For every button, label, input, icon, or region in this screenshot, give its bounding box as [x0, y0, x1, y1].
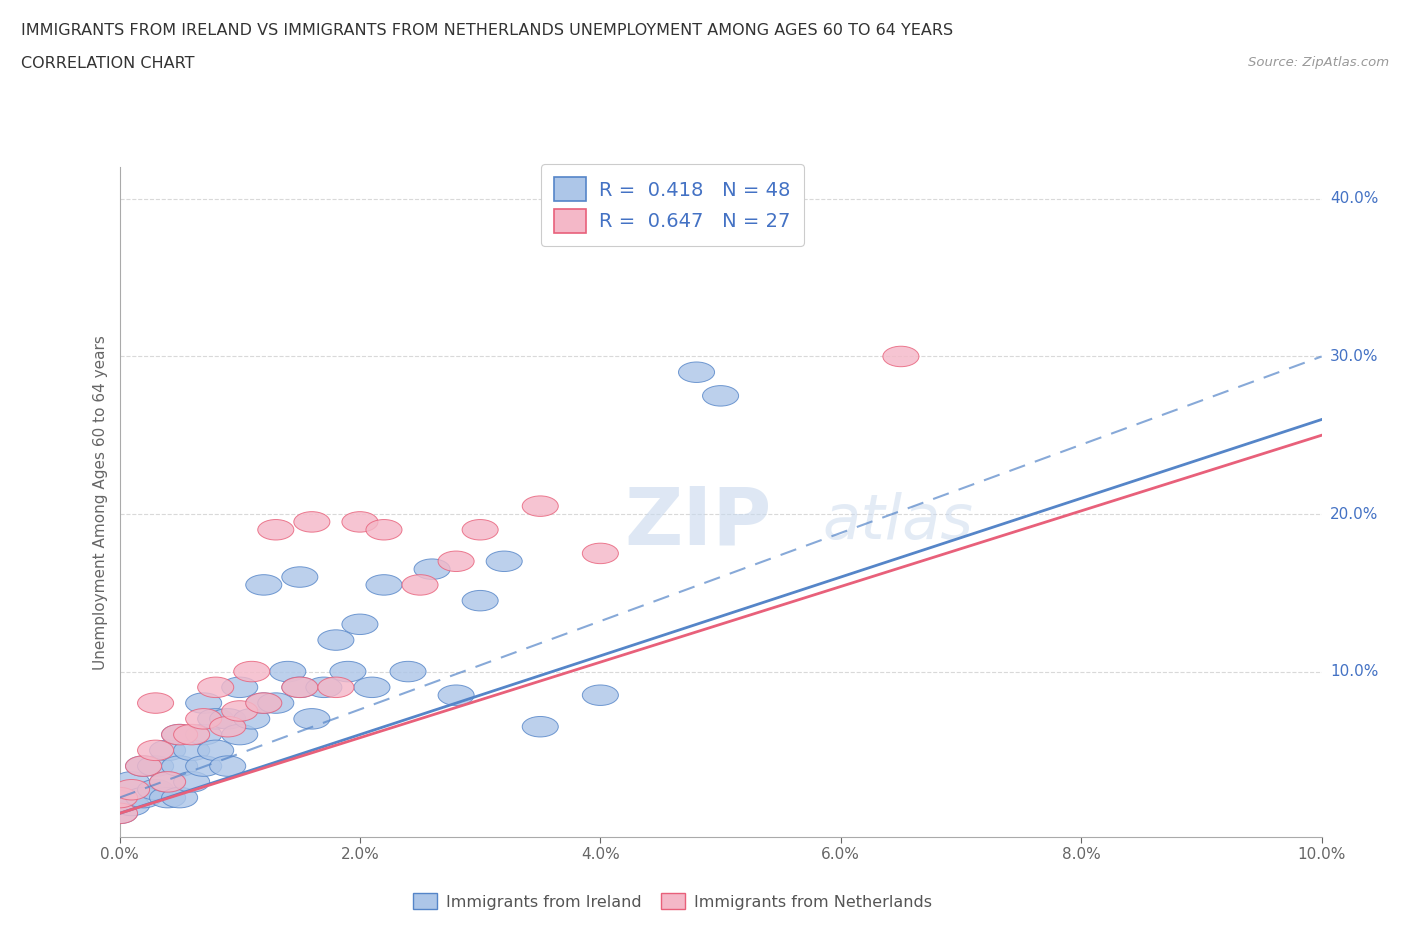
- Ellipse shape: [173, 740, 209, 761]
- Ellipse shape: [463, 520, 498, 540]
- Ellipse shape: [307, 677, 342, 698]
- Ellipse shape: [149, 788, 186, 808]
- Ellipse shape: [439, 551, 474, 572]
- Ellipse shape: [522, 716, 558, 737]
- Ellipse shape: [222, 677, 257, 698]
- Ellipse shape: [294, 512, 330, 532]
- Text: IMMIGRANTS FROM IRELAND VS IMMIGRANTS FROM NETHERLANDS UNEMPLOYMENT AMONG AGES 6: IMMIGRANTS FROM IRELAND VS IMMIGRANTS FR…: [21, 23, 953, 38]
- Ellipse shape: [257, 693, 294, 713]
- Text: ZIP: ZIP: [624, 484, 772, 562]
- Ellipse shape: [281, 677, 318, 698]
- Ellipse shape: [209, 716, 246, 737]
- Ellipse shape: [186, 756, 222, 777]
- Text: atlas: atlas: [823, 492, 974, 552]
- Ellipse shape: [233, 709, 270, 729]
- Ellipse shape: [679, 362, 714, 382]
- Ellipse shape: [138, 693, 173, 713]
- Y-axis label: Unemployment Among Ages 60 to 64 years: Unemployment Among Ages 60 to 64 years: [93, 335, 108, 670]
- Ellipse shape: [486, 551, 522, 572]
- Ellipse shape: [209, 756, 246, 777]
- Ellipse shape: [162, 756, 198, 777]
- Ellipse shape: [354, 677, 389, 698]
- Ellipse shape: [101, 804, 138, 824]
- Ellipse shape: [222, 724, 257, 745]
- Ellipse shape: [186, 724, 222, 745]
- Ellipse shape: [101, 788, 138, 808]
- Ellipse shape: [342, 614, 378, 634]
- Ellipse shape: [198, 709, 233, 729]
- Ellipse shape: [366, 575, 402, 595]
- Ellipse shape: [138, 740, 173, 761]
- Ellipse shape: [209, 709, 246, 729]
- Ellipse shape: [342, 512, 378, 532]
- Ellipse shape: [246, 693, 281, 713]
- Text: 20.0%: 20.0%: [1330, 507, 1378, 522]
- Ellipse shape: [125, 756, 162, 777]
- Text: Source: ZipAtlas.com: Source: ZipAtlas.com: [1249, 56, 1389, 69]
- Ellipse shape: [125, 788, 162, 808]
- Text: 40.0%: 40.0%: [1330, 192, 1378, 206]
- Ellipse shape: [186, 693, 222, 713]
- Ellipse shape: [222, 700, 257, 721]
- Ellipse shape: [114, 795, 149, 816]
- Ellipse shape: [149, 772, 186, 792]
- Ellipse shape: [270, 661, 307, 682]
- Text: CORRELATION CHART: CORRELATION CHART: [21, 56, 194, 71]
- Ellipse shape: [281, 677, 318, 698]
- Ellipse shape: [162, 724, 198, 745]
- Ellipse shape: [114, 772, 149, 792]
- Ellipse shape: [149, 772, 186, 792]
- Ellipse shape: [173, 772, 209, 792]
- Ellipse shape: [114, 779, 149, 800]
- Ellipse shape: [582, 543, 619, 564]
- Ellipse shape: [294, 709, 330, 729]
- Ellipse shape: [149, 740, 186, 761]
- Ellipse shape: [186, 709, 222, 729]
- Ellipse shape: [330, 661, 366, 682]
- Ellipse shape: [198, 677, 233, 698]
- Ellipse shape: [522, 496, 558, 516]
- Ellipse shape: [463, 591, 498, 611]
- Ellipse shape: [318, 630, 354, 650]
- Ellipse shape: [703, 386, 738, 406]
- Ellipse shape: [246, 575, 281, 595]
- Ellipse shape: [198, 740, 233, 761]
- Text: 10.0%: 10.0%: [1330, 664, 1378, 679]
- Ellipse shape: [402, 575, 439, 595]
- Text: 30.0%: 30.0%: [1330, 349, 1378, 364]
- Ellipse shape: [233, 661, 270, 682]
- Ellipse shape: [257, 520, 294, 540]
- Ellipse shape: [162, 724, 198, 745]
- Ellipse shape: [173, 724, 209, 745]
- Ellipse shape: [413, 559, 450, 579]
- Ellipse shape: [138, 756, 173, 777]
- Ellipse shape: [439, 685, 474, 706]
- Ellipse shape: [138, 779, 173, 800]
- Ellipse shape: [101, 788, 138, 808]
- Ellipse shape: [246, 693, 281, 713]
- Ellipse shape: [101, 804, 138, 824]
- Ellipse shape: [125, 756, 162, 777]
- Ellipse shape: [366, 520, 402, 540]
- Ellipse shape: [389, 661, 426, 682]
- Ellipse shape: [318, 677, 354, 698]
- Ellipse shape: [883, 346, 920, 366]
- Legend: Immigrants from Ireland, Immigrants from Netherlands: Immigrants from Ireland, Immigrants from…: [406, 886, 939, 916]
- Ellipse shape: [162, 788, 198, 808]
- Ellipse shape: [281, 566, 318, 587]
- Ellipse shape: [582, 685, 619, 706]
